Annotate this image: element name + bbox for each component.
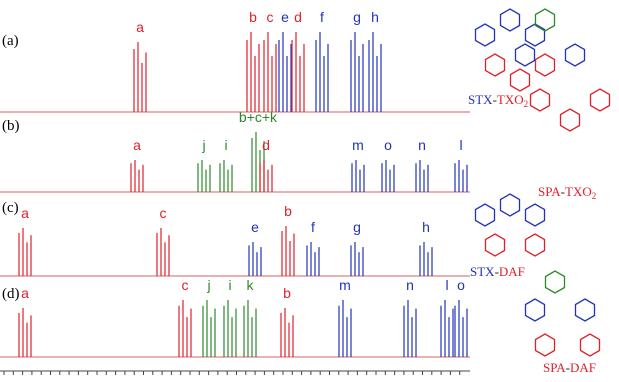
ring: [534, 333, 556, 357]
ring: [499, 8, 521, 32]
acceptor: TXO: [565, 184, 592, 199]
ring: [564, 43, 586, 67]
ring: [524, 203, 546, 227]
peak-label: c: [160, 205, 167, 221]
separator: -: [561, 184, 565, 199]
peak-label: h: [371, 9, 379, 25]
peak-label: e: [251, 219, 259, 235]
peak-label: j: [206, 277, 210, 293]
peak-label: h: [422, 219, 430, 235]
panel-label: (b): [2, 118, 20, 134]
peak-label: n: [406, 277, 414, 293]
ring: [574, 298, 596, 322]
donor: STX: [470, 264, 495, 279]
peak-label: b+c+k: [239, 109, 278, 125]
donor: SPA: [543, 360, 566, 375]
peak-label: g: [353, 9, 361, 25]
peak-label: k: [247, 277, 255, 293]
ring: [544, 270, 566, 294]
ring: [589, 88, 611, 112]
ring: [524, 298, 546, 322]
peak-label: g: [353, 219, 361, 235]
donor: SPA: [538, 184, 561, 199]
ring: [484, 233, 506, 257]
ring: [474, 203, 496, 227]
acceptor: DAF: [499, 264, 525, 279]
peak-label: n: [418, 137, 426, 153]
peak-label: l: [459, 137, 462, 153]
ring: [484, 53, 506, 77]
peak-label: l: [445, 277, 448, 293]
peak-label: o: [384, 137, 392, 153]
peak-label: d: [262, 137, 270, 153]
ring: [534, 53, 556, 77]
peak-label: c: [267, 9, 274, 25]
ring: [534, 8, 556, 32]
peak-label: a: [133, 137, 141, 153]
peak-label: b: [284, 203, 292, 219]
peak-label: a: [21, 205, 29, 221]
peak-label: f: [311, 219, 315, 235]
acceptor: TXO: [497, 92, 524, 107]
separator: -: [495, 264, 499, 279]
peak-label: i: [228, 277, 231, 293]
ring: [514, 43, 536, 67]
peak-label: e: [281, 9, 289, 25]
panel-label: (c): [2, 200, 19, 216]
peak-label: c: [182, 277, 189, 293]
peak-label: b: [283, 285, 291, 301]
peak-label: o: [457, 277, 465, 293]
panel-label: (a): [2, 33, 19, 49]
structure: STX-TXO2: [468, 8, 556, 109]
compound-name: SPA-DAF: [543, 360, 596, 375]
spectrum-panel: (a) a b c e d f g h: [0, 9, 470, 113]
peak-label: d: [294, 9, 302, 25]
panel-label: (d): [2, 286, 20, 302]
ring: [509, 68, 531, 92]
separator: -: [493, 92, 497, 107]
spectrum-panel: (b) a j i b+c+k d m o n l: [0, 109, 470, 193]
peak-label: f: [320, 9, 324, 25]
peak-label: a: [21, 285, 29, 301]
subscript: 2: [524, 99, 529, 109]
spectrum-panel: (d) a c j i k b m n l o: [0, 277, 470, 358]
separator: -: [566, 360, 570, 375]
subscript: 2: [592, 191, 597, 201]
peak-label: i: [224, 137, 227, 153]
ring: [524, 233, 546, 257]
ring: [524, 23, 546, 47]
ring: [499, 193, 521, 217]
ring: [529, 88, 551, 112]
compound-name: STX-TXO2: [468, 92, 528, 109]
compound-name: SPA-TXO2: [538, 184, 596, 201]
peak-label: b: [249, 9, 257, 25]
peak-label: j: [201, 137, 205, 153]
x-axis: [0, 370, 470, 375]
ring: [579, 333, 601, 357]
peak-label: m: [352, 137, 364, 153]
structure: SPA-TXO2: [514, 8, 611, 201]
compound-name: STX-DAF: [470, 264, 525, 279]
acceptor: DAF: [570, 360, 596, 375]
ring: [474, 23, 496, 47]
spectrum-panel: (c) a c e b f g h: [0, 200, 470, 277]
structure: STX-DAF: [470, 193, 546, 279]
donor: STX: [468, 92, 493, 107]
peak-label: a: [136, 19, 144, 35]
structure: SPA-DAF: [524, 270, 601, 375]
ring: [559, 108, 581, 132]
peak-label: m: [339, 277, 351, 293]
